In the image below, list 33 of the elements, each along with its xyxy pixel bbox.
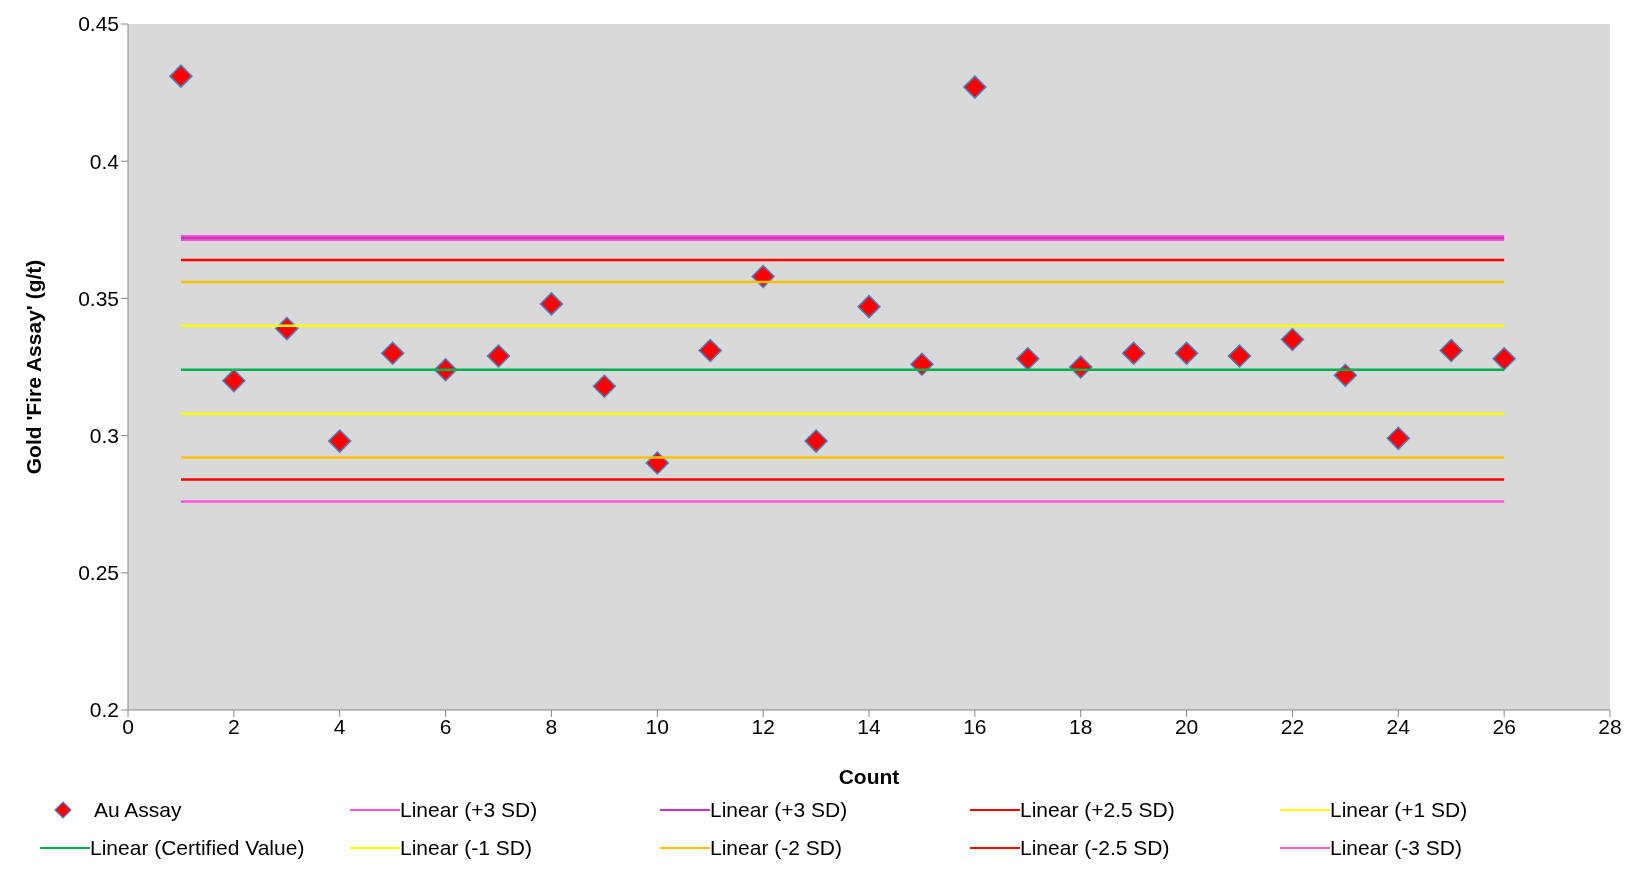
y-tick-label: 0.45 — [78, 12, 119, 36]
x-tick-label: 6 — [439, 714, 452, 738]
y-tick-label: 0.35 — [78, 286, 119, 310]
legend-label: Linear (+1 SD) — [1330, 798, 1468, 822]
legend-label: Linear (+3 SD) — [400, 798, 538, 822]
legend-label: Linear (-1 SD) — [400, 836, 532, 860]
y-tick-label: 0.2 — [89, 698, 119, 722]
x-tick-label: 28 — [1598, 714, 1622, 738]
legend-label: Linear (-2.5 SD) — [1020, 836, 1170, 860]
y-tick-label: 0.25 — [78, 561, 119, 585]
x-tick-label: 24 — [1386, 714, 1411, 738]
x-tick-label: 16 — [963, 714, 987, 738]
x-tick-label: 26 — [1492, 714, 1516, 738]
y-axis-title: Gold 'Fire Assay' (g/t) — [22, 259, 46, 475]
legend-label: Au Assay — [94, 798, 182, 822]
x-tick-label: 14 — [857, 714, 881, 738]
x-tick-label: 22 — [1280, 714, 1305, 738]
x-tick-label: 18 — [1069, 714, 1093, 738]
x-tick-label: 0 — [122, 714, 134, 738]
legend-label: Linear (+3 SD) — [710, 798, 848, 822]
legend-label: Linear (Certified Value) — [90, 836, 305, 860]
x-tick-label: 12 — [751, 714, 775, 738]
x-tick-label: 4 — [333, 714, 346, 738]
legend-label: Linear (-3 SD) — [1330, 836, 1462, 860]
x-tick-label: 20 — [1174, 714, 1199, 738]
x-tick-label: 10 — [645, 714, 669, 738]
x-tick-label: 8 — [545, 714, 558, 738]
x-tick-label: 2 — [228, 714, 240, 738]
x-axis-title: Count — [838, 765, 900, 788]
y-tick-label: 0.4 — [89, 149, 120, 173]
legend-label: Linear (-2 SD) — [710, 836, 842, 860]
legend-label: Linear (+2.5 SD) — [1020, 798, 1175, 822]
y-tick-label: 0.3 — [89, 424, 119, 448]
